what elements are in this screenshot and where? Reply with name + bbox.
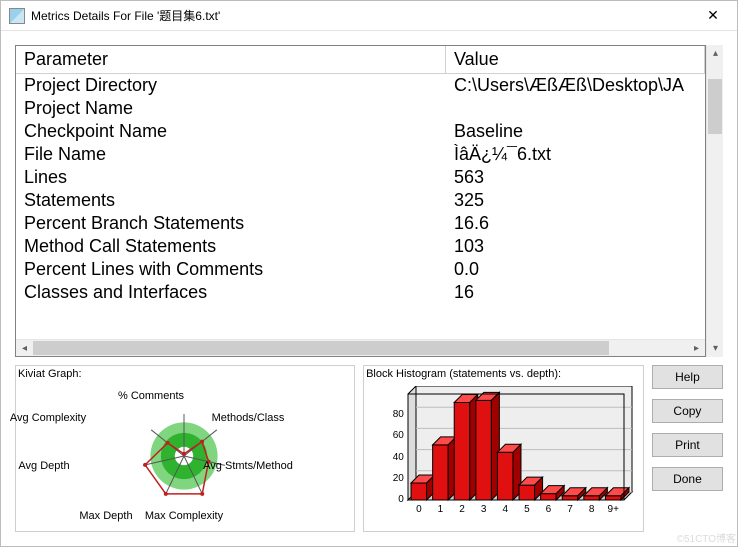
table-row[interactable]: File NameÌâÄ¿¼¯6.txt	[16, 143, 705, 166]
button-column: Help Copy Print Done	[652, 365, 723, 532]
kiviat-axis-label: Avg Complexity	[10, 412, 86, 424]
table-row[interactable]: Lines563	[16, 166, 705, 189]
scroll-up-icon[interactable]: ▴	[707, 45, 724, 62]
scroll-right-icon[interactable]: ▸	[688, 340, 705, 357]
histogram-panel: Block Histogram (statements vs. depth): …	[363, 365, 644, 532]
table-body: Project DirectoryC:\Users\ÆßÆß\Desktop\J…	[16, 74, 705, 339]
cell-parameter: Checkpoint Name	[16, 120, 446, 143]
panels-row: Kiviat Graph: % Comments Methods/Class Avg…	[15, 365, 723, 532]
cell-parameter: Percent Lines with Comments	[16, 258, 446, 281]
cell-value: 325	[446, 189, 705, 212]
watermark: ©51CTO博客	[677, 530, 736, 545]
kiviat-chart: % Comments Methods/Class Avg Stmts/Method M…	[16, 386, 354, 531]
table-row[interactable]: Checkpoint NameBaseline	[16, 120, 705, 143]
vscroll-thumb[interactable]	[708, 79, 722, 135]
histogram-caption: Block Histogram (statements vs. depth):	[364, 366, 643, 386]
table-row[interactable]: Project Name	[16, 97, 705, 120]
kiviat-panel: Kiviat Graph: % Comments Methods/Class Avg…	[15, 365, 355, 532]
metrics-table: Parameter Value Project DirectoryC:\User…	[15, 45, 706, 357]
cell-value	[446, 97, 705, 120]
client-area: Parameter Value Project DirectoryC:\User…	[1, 31, 737, 546]
table-row[interactable]: Statements325	[16, 189, 705, 212]
kiviat-axis-label: % Comments	[118, 390, 184, 402]
cell-value: ÌâÄ¿¼¯6.txt	[446, 143, 705, 166]
titlebar: Metrics Details For File '题目集6.txt' ✕	[1, 1, 737, 31]
table-row[interactable]: Percent Lines with Comments0.0	[16, 258, 705, 281]
table-row[interactable]: Percent Branch Statements16.6	[16, 212, 705, 235]
close-button[interactable]: ✕	[691, 2, 735, 30]
cell-parameter: Project Name	[16, 97, 446, 120]
table-header: Parameter Value	[16, 46, 705, 74]
copy-button[interactable]: Copy	[652, 399, 723, 423]
kiviat-axis-label: Avg Stmts/Method	[203, 460, 293, 472]
cell-parameter: Classes and Interfaces	[16, 281, 446, 304]
kiviat-axis-label: Max Depth	[79, 510, 132, 522]
cell-parameter: File Name	[16, 143, 446, 166]
window-title: Metrics Details For File '题目集6.txt'	[31, 7, 691, 24]
cell-value: 103	[446, 235, 705, 258]
cell-value: 563	[446, 166, 705, 189]
print-button[interactable]: Print	[652, 433, 723, 457]
kiviat-axis-label: Max Complexity	[145, 510, 223, 522]
kiviat-caption: Kiviat Graph:	[16, 366, 354, 386]
horizontal-scrollbar[interactable]: ◂ ▸	[16, 339, 705, 356]
scroll-down-icon[interactable]: ▾	[707, 340, 724, 357]
help-button[interactable]: Help	[652, 365, 723, 389]
cell-value: 0.0	[446, 258, 705, 281]
column-header-parameter[interactable]: Parameter	[16, 46, 446, 73]
done-button[interactable]: Done	[652, 467, 723, 491]
table-row[interactable]: Classes and Interfaces16	[16, 281, 705, 304]
cell-value: 16	[446, 281, 705, 304]
kiviat-axis-label: Methods/Class	[212, 412, 285, 424]
table-row[interactable]: Project DirectoryC:\Users\ÆßÆß\Desktop\J…	[16, 74, 705, 97]
cell-value: Baseline	[446, 120, 705, 143]
cell-parameter: Statements	[16, 189, 446, 212]
cell-parameter: Method Call Statements	[16, 235, 446, 258]
vertical-scrollbar[interactable]: ▴ ▾	[706, 45, 723, 357]
cell-parameter: Percent Branch Statements	[16, 212, 446, 235]
hscroll-thumb[interactable]	[33, 341, 609, 355]
cell-value: C:\Users\ÆßÆß\Desktop\JA	[446, 74, 705, 97]
cell-value: 16.6	[446, 212, 705, 235]
cell-parameter: Lines	[16, 166, 446, 189]
column-header-value[interactable]: Value	[446, 46, 705, 73]
metrics-window: Metrics Details For File '题目集6.txt' ✕ Pa…	[0, 0, 738, 547]
kiviat-axis-label: Avg Depth	[18, 460, 69, 472]
cell-parameter: Project Directory	[16, 74, 446, 97]
table-row[interactable]: Method Call Statements103	[16, 235, 705, 258]
app-icon	[9, 8, 25, 24]
scroll-left-icon[interactable]: ◂	[16, 340, 33, 357]
histogram-chart: 0204060800123456789+	[364, 386, 643, 531]
